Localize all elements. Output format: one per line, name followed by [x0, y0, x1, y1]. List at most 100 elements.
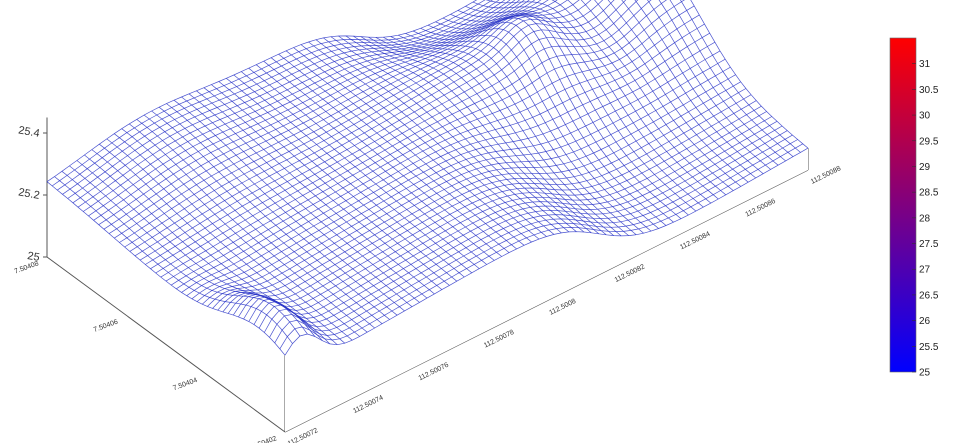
- colorbar-tick-label: 31: [919, 59, 931, 70]
- mesh-line-u: [420, 27, 659, 229]
- mesh-line-u: [99, 143, 338, 345]
- mesh-line-u: [338, 35, 577, 232]
- mesh-line-u: [308, 41, 547, 237]
- mesh-line-u: [211, 84, 450, 286]
- mesh-line-u: [173, 99, 413, 307]
- mesh-line-u: [128, 123, 368, 333]
- colorbar-gradient: [889, 37, 917, 373]
- mesh-line-u: [143, 114, 383, 324]
- mesh-line-u: [315, 39, 555, 235]
- colorbar-tick-label: 25.5: [919, 342, 939, 353]
- mesh-line-u: [330, 36, 570, 233]
- mesh-line-u: [203, 87, 443, 290]
- surface-mesh: [46, 0, 809, 432]
- mesh-line-u: [263, 60, 502, 257]
- mesh-line-u: [181, 96, 420, 303]
- colorbar-tick-label: 26.5: [919, 290, 939, 301]
- mesh-line-u: [450, 13, 689, 216]
- mesh-line-u: [457, 10, 697, 212]
- mesh-line-u: [255, 64, 495, 261]
- mesh-line-u: [218, 81, 458, 282]
- mesh-line-u: [345, 35, 585, 233]
- mesh-line-u: [233, 74, 473, 274]
- y-axis-line: [46, 256, 286, 433]
- colorbar-tick-label: 28.5: [919, 188, 939, 199]
- mesh-line-u: [91, 149, 331, 345]
- mesh-line-u: [375, 36, 614, 236]
- mesh-line-u: [607, 0, 756, 179]
- mesh-line-u: [188, 93, 428, 299]
- x-tick-label: 112.50072: [287, 427, 319, 443]
- mesh-line-u: [580, 0, 742, 187]
- mesh-line-u: [594, 0, 749, 183]
- mesh-line-u: [658, 0, 786, 162]
- colorbar-tick-label: 27.5: [919, 239, 939, 250]
- x-tick-label: 112.50086: [744, 198, 776, 219]
- mesh-line-u: [293, 47, 532, 243]
- mesh-line-u: [106, 138, 346, 344]
- mesh-line-u: [390, 36, 629, 236]
- mesh-line-u: [285, 50, 525, 246]
- mesh-line-u: [427, 21, 667, 226]
- z-tick-label: 25.2: [17, 186, 40, 202]
- mesh-line-u: [472, 1, 712, 204]
- mesh-line-u: [647, 0, 779, 166]
- mesh-line-u: [680, 0, 801, 153]
- mesh-line-u: [270, 57, 510, 253]
- colorbar-tick-label: 28: [919, 213, 931, 224]
- surface-front-wall: [285, 148, 808, 432]
- mesh-line-u: [465, 5, 704, 208]
- mesh-line-u: [485, 0, 719, 200]
- x-tick-label: 112.50082: [614, 263, 646, 284]
- mesh-line-u: [46, 181, 286, 356]
- mesh-line-u: [54, 176, 293, 344]
- mesh-line-u: [360, 36, 600, 235]
- mesh-line-u: [69, 165, 308, 335]
- mesh-line-u: [634, 0, 771, 170]
- mesh-line-u: [151, 110, 390, 320]
- mesh-line-u: [353, 35, 592, 234]
- mesh-line-u: [84, 154, 323, 341]
- mesh-line-u: [248, 67, 487, 265]
- x-tick-label: 112.5008: [548, 298, 577, 317]
- x-tick-label: 112.50088: [810, 165, 842, 186]
- colorbar-tick-label: 30.5: [919, 85, 939, 96]
- colorbar-tick-label: 29.5: [919, 136, 939, 147]
- mesh-line-u: [196, 90, 435, 295]
- mesh-line-u: [368, 36, 607, 236]
- mesh-line-u: [61, 171, 301, 337]
- mesh-line-u: [241, 71, 480, 269]
- mesh-line-u: [398, 34, 637, 235]
- z-axis-ticks: 25 25.2 25.4: [17, 124, 47, 264]
- x-tick-label: 112.50076: [418, 362, 450, 383]
- mesh-line-u: [551, 0, 727, 196]
- mesh-line-u: [405, 33, 644, 234]
- mesh-line-u: [621, 0, 764, 174]
- z-tick-label: 25.4: [17, 124, 40, 140]
- x-tick-label: 112.50078: [483, 329, 515, 350]
- mesh-line-u: [121, 128, 360, 337]
- colorbar-tick-label: 25: [919, 368, 931, 379]
- y-tick-label: 7.50402: [252, 435, 278, 443]
- mesh-line-u: [383, 36, 622, 237]
- colorbar-tick-label: 26: [919, 316, 931, 327]
- y-tick-label: 7.50406: [93, 319, 119, 334]
- mesh-line-u: [323, 37, 562, 234]
- colorbar-tick-label: 30: [919, 111, 931, 122]
- mesh-line-u: [669, 0, 794, 157]
- x-tick-label: 112.50074: [352, 394, 384, 415]
- mesh-line-u: [567, 0, 734, 191]
- colorbar-tick-label: 29: [919, 162, 931, 173]
- mesh-line-u: [113, 133, 353, 341]
- mesh-line-u: [435, 17, 674, 223]
- z-tick-label: 25: [26, 250, 40, 264]
- y-tick-label: 7.50408: [14, 260, 40, 275]
- colorbar: 31 30.5 30 29.5 29 28.5 28 27.5 27 26.5 26 25.5 25: [889, 37, 939, 379]
- x-tick-label: 112.50084: [679, 231, 711, 252]
- mesh-line-u: [300, 44, 540, 240]
- mesh-line-u: [166, 103, 405, 312]
- colorbar-tick-label: 27: [919, 265, 931, 276]
- y-tick-label: 7.50404: [172, 377, 198, 392]
- mesh-line-u: [442, 15, 682, 219]
